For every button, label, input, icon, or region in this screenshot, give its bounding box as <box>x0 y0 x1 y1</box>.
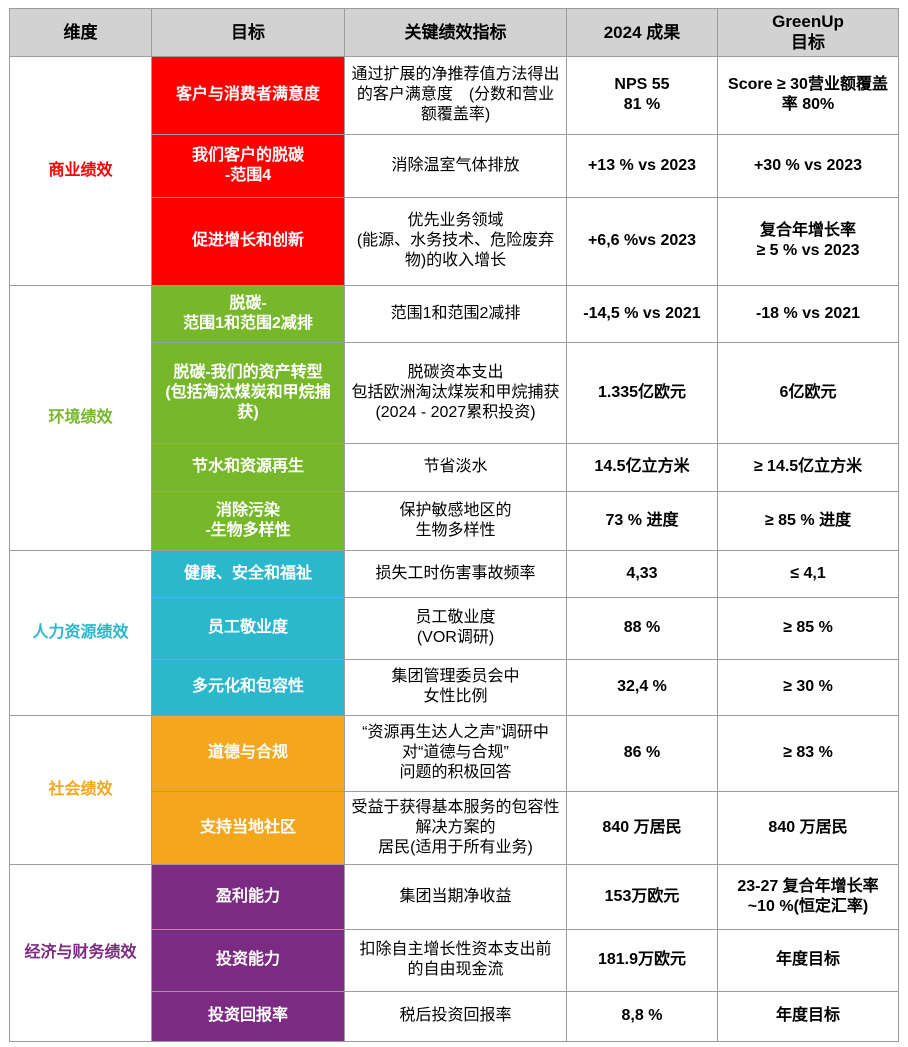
table-row: 环境绩效 脱碳- 范围1和范围2减排 范围1和范围2减排 -14,5 % vs … <box>9 284 899 551</box>
goal-cell: 多元化和包容性 <box>151 658 345 716</box>
column-header-goal: 目标 <box>151 8 345 57</box>
kpi-cell: 通过扩展的净推荐值方法得出的客户满意度 (分数和营业额覆盖率) <box>344 55 567 135</box>
target-cell: -18 % vs 2021 <box>717 284 899 343</box>
target-cell: ≥ 85 % <box>717 596 899 660</box>
result-cell: 88 % <box>566 596 718 660</box>
column-header-greenup-target: GreenUp 目标 <box>717 8 899 57</box>
table-row: 促进增长和创新 优先业务领域 (能源、水务技术、危险废弃物)的收入增长 +6,6… <box>10 196 899 286</box>
goal-cell: 支持当地社区 <box>151 790 345 865</box>
table-row: 支持当地社区 受益于获得基本服务的包容性解决方案的 居民(适用于所有业务) 84… <box>10 790 899 865</box>
kpi-cell: 税后投资回报率 <box>344 990 567 1042</box>
target-cell: ≥ 30 % <box>717 658 899 716</box>
table-row: 脱碳-我们的资产转型 (包括淘汰煤炭和甲烷捕获) 脱碳资本支出 包括欧洲淘汰煤炭… <box>10 341 899 444</box>
dimension-cell-economic-financial: 经济与财务绩效 <box>9 863 152 1042</box>
target-cell: ≥ 83 % <box>717 714 899 792</box>
target-cell: 年度目标 <box>717 990 899 1042</box>
target-cell: 年度目标 <box>717 928 899 992</box>
table-row: 人力资源绩效 健康、安全和福祉 损失工时伤害事故频率 4,33 ≤ 4,1 <box>9 549 899 716</box>
kpi-cell: 扣除自主增长性资本支出前 的自由现金流 <box>344 928 567 992</box>
goal-cell: 盈利能力 <box>151 863 345 930</box>
column-header-kpi: 关键绩效指标 <box>344 8 567 57</box>
table-row: 消除污染 -生物多样性 保护敏感地区的 生物多样性 73 % 进度 ≥ 85 %… <box>10 490 899 551</box>
column-header-dimension: 维度 <box>9 8 152 57</box>
header-row: 维度 目标 关键绩效指标 2024 成果 GreenUp 目标 <box>9 8 899 57</box>
result-cell: 153万欧元 <box>566 863 718 930</box>
kpi-cell: 消除温室气体排放 <box>344 133 567 198</box>
table-row: 节水和资源再生 节省淡水 14.5亿立方米 ≥ 14.5亿立方米 <box>10 442 899 492</box>
goal-cell: 消除污染 -生物多样性 <box>151 490 345 551</box>
kpi-cell: “资源再生达人之声”调研中 对“道德与合规” 问题的积极回答 <box>344 714 567 792</box>
column-header-2024-result: 2024 成果 <box>566 8 718 57</box>
goal-cell: 员工敬业度 <box>151 596 345 660</box>
target-cell: +30 % vs 2023 <box>717 133 899 198</box>
kpi-cell: 集团管理委员会中 女性比例 <box>344 658 567 716</box>
table-row: 投资回报率 税后投资回报率 8,8 % 年度目标 <box>10 990 899 1042</box>
kpi-cell: 受益于获得基本服务的包容性解决方案的 居民(适用于所有业务) <box>344 790 567 865</box>
result-cell: -14,5 % vs 2021 <box>566 284 718 343</box>
target-cell: ≥ 14.5亿立方米 <box>717 442 899 492</box>
dimension-cell-environment: 环境绩效 <box>9 284 152 551</box>
table-row: 员工敬业度 员工敬业度 (VOR调研) 88 % ≥ 85 % <box>10 596 899 660</box>
dimension-cell-business: 商业绩效 <box>9 55 152 286</box>
dimension-cell-human-resources: 人力资源绩效 <box>9 549 152 716</box>
table-row: 经济与财务绩效 盈利能力 集团当期净收益 153万欧元 23-27 复合年增长率… <box>9 863 899 1042</box>
target-cell: 6亿欧元 <box>717 341 899 444</box>
result-cell: 181.9万欧元 <box>566 928 718 992</box>
kpi-cell: 保护敏感地区的 生物多样性 <box>344 490 567 551</box>
result-cell: 14.5亿立方米 <box>566 442 718 492</box>
kpi-cell: 优先业务领域 (能源、水务技术、危险废弃物)的收入增长 <box>344 196 567 286</box>
target-cell: Score ≥ 30营业额覆盖率 80% <box>717 55 899 135</box>
goal-cell: 客户与消费者满意度 <box>151 55 345 135</box>
goal-cell: 投资能力 <box>151 928 345 992</box>
kpi-cell: 范围1和范围2减排 <box>344 284 567 343</box>
kpi-cell: 损失工时伤害事故频率 <box>344 549 567 598</box>
result-cell: 840 万居民 <box>566 790 718 865</box>
goal-cell: 节水和资源再生 <box>151 442 345 492</box>
goal-cell: 促进增长和创新 <box>151 196 345 286</box>
goal-cell: 道德与合规 <box>151 714 345 792</box>
kpi-table: 维度 目标 关键绩效指标 2024 成果 GreenUp 目标 商业绩效 客户与… <box>9 8 899 1042</box>
table-row: 投资能力 扣除自主增长性资本支出前 的自由现金流 181.9万欧元 年度目标 <box>10 928 899 992</box>
target-cell: ≤ 4,1 <box>717 549 899 598</box>
kpi-cell: 节省淡水 <box>344 442 567 492</box>
result-cell: +6,6 %vs 2023 <box>566 196 718 286</box>
result-cell: 1.335亿欧元 <box>566 341 718 444</box>
goal-cell: 健康、安全和福祉 <box>151 549 345 598</box>
goal-cell: 脱碳-我们的资产转型 (包括淘汰煤炭和甲烷捕获) <box>151 341 345 444</box>
goal-cell: 脱碳- 范围1和范围2减排 <box>151 284 345 343</box>
result-cell: 32,4 % <box>566 658 718 716</box>
kpi-cell: 员工敬业度 (VOR调研) <box>344 596 567 660</box>
result-cell: 73 % 进度 <box>566 490 718 551</box>
result-cell: 4,33 <box>566 549 718 598</box>
result-cell: 86 % <box>566 714 718 792</box>
result-cell: NPS 55 81 % <box>566 55 718 135</box>
target-cell: 840 万居民 <box>717 790 899 865</box>
goal-cell: 投资回报率 <box>151 990 345 1042</box>
goal-cell: 我们客户的脱碳 -范围4 <box>151 133 345 198</box>
kpi-cell: 集团当期净收益 <box>344 863 567 930</box>
table-row: 社会绩效 道德与合规 “资源再生达人之声”调研中 对“道德与合规” 问题的积极回… <box>9 714 899 865</box>
target-cell: 复合年增长率 ≥ 5 % vs 2023 <box>717 196 899 286</box>
kpi-cell: 脱碳资本支出 包括欧洲淘汰煤炭和甲烷捕获 (2024 - 2027累积投资) <box>344 341 567 444</box>
result-cell: +13 % vs 2023 <box>566 133 718 198</box>
dimension-cell-social: 社会绩效 <box>9 714 152 865</box>
target-cell: ≥ 85 % 进度 <box>717 490 899 551</box>
table-row: 商业绩效 客户与消费者满意度 通过扩展的净推荐值方法得出的客户满意度 (分数和营… <box>9 55 899 286</box>
table-row: 我们客户的脱碳 -范围4 消除温室气体排放 +13 % vs 2023 +30 … <box>10 133 899 198</box>
result-cell: 8,8 % <box>566 990 718 1042</box>
target-cell: 23-27 复合年增长率 ~10 %(恒定汇率) <box>717 863 899 930</box>
